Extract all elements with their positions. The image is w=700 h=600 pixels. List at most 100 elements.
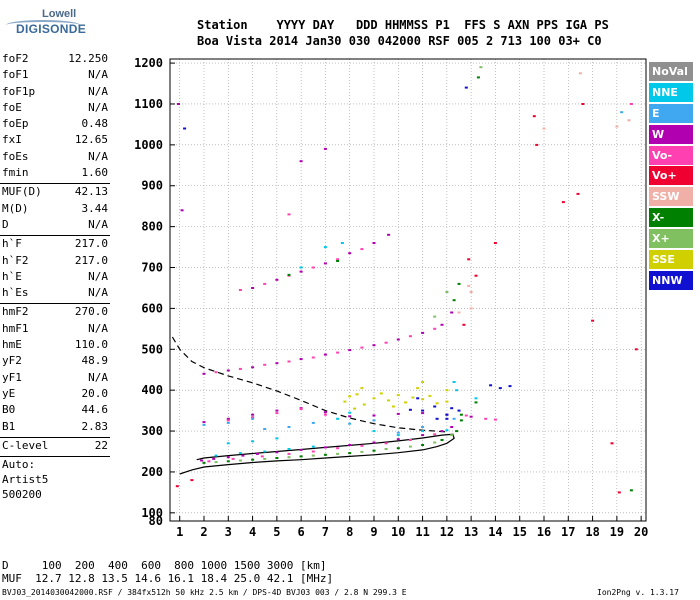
echo-point — [372, 441, 376, 444]
echo-point — [299, 448, 303, 451]
echo-point — [323, 411, 327, 414]
echo-point — [263, 363, 267, 366]
echo-point — [445, 291, 449, 293]
param-row: h`E N/A — [0, 270, 114, 286]
y-tick-label: 300 — [141, 424, 163, 438]
legend: NoVal NNE E W Vo- Vo+ SSW X- X+ SSE NNW — [649, 62, 693, 292]
param-label: hmE — [2, 338, 22, 352]
param-row: foF2 12.250 — [0, 52, 114, 68]
y-tick-label: 500 — [141, 342, 163, 356]
echo-point — [408, 408, 412, 411]
echo-point — [360, 248, 364, 251]
echo-point — [360, 387, 364, 390]
parameter-panel: foF2 12.250 foF1 N/A foF1p N/A foE N/A foEp 0.48 f… — [0, 52, 114, 503]
echo-point — [360, 444, 364, 447]
echo-point — [202, 372, 206, 375]
echo-point — [408, 335, 412, 338]
param-label: h`F2 — [2, 253, 29, 267]
y-tick-label: 900 — [141, 179, 163, 193]
autoscaling-info: Auto: — [2, 458, 36, 472]
echo-point — [627, 119, 631, 122]
echo-point — [457, 409, 461, 412]
param-value: N/A — [88, 321, 108, 335]
y-tick-label: 1000 — [134, 138, 163, 152]
param-label: MUF(D) — [2, 185, 42, 199]
x-tick-label: 4 — [249, 525, 256, 539]
echo-point — [299, 160, 303, 163]
param-row: h`F2 217.0 — [0, 254, 114, 270]
x-tick-label: 13 — [464, 525, 478, 539]
echo-point — [336, 351, 340, 354]
param-row: hmF2 270.0 — [0, 305, 114, 321]
echo-point — [226, 369, 230, 372]
param-divider — [0, 436, 110, 438]
echo-point — [275, 437, 279, 440]
echo-point — [391, 405, 395, 408]
param-value: 217.0 — [74, 237, 108, 251]
echo-point — [212, 457, 216, 460]
echo-point — [508, 385, 512, 388]
param-row: C-level 22 — [0, 439, 114, 455]
echo-point — [299, 408, 303, 410]
y-tick-label: 80 — [149, 514, 163, 528]
x-tick-label: 17 — [561, 525, 575, 539]
echo-point — [260, 455, 264, 458]
echo-point — [348, 411, 352, 414]
echo-point — [323, 246, 327, 249]
echo-point — [348, 415, 352, 418]
x-tick-label: 3 — [225, 525, 232, 539]
echo-point — [207, 460, 211, 463]
header-values: Boa Vista 2014 Jan30 030 042000 RSF 005 … — [197, 34, 602, 48]
echo-point — [459, 419, 463, 422]
echo-point — [379, 392, 383, 395]
muf-row: MUF 12.7 12.8 13.5 14.6 16.1 18.4 25.0 4… — [2, 572, 334, 585]
param-label: yE — [2, 386, 16, 400]
echo-point — [561, 201, 565, 204]
echo-point — [433, 433, 437, 436]
echo-point — [455, 430, 459, 433]
echo-point — [251, 440, 255, 443]
echo-point — [275, 412, 279, 415]
echo-point — [353, 407, 357, 410]
echo-point — [323, 453, 327, 456]
echo-point — [457, 311, 461, 314]
echo-point — [251, 417, 255, 420]
param-value: 3.44 — [81, 201, 109, 215]
y-tick-label: 400 — [141, 383, 163, 397]
echo-point — [459, 413, 463, 416]
echo-point — [469, 415, 473, 418]
echo-point — [238, 459, 242, 462]
echo-point — [408, 439, 412, 441]
echo-point — [299, 266, 303, 269]
param-row: foF1 N/A — [0, 68, 114, 84]
echo-point — [238, 367, 242, 370]
echo-point — [275, 409, 279, 412]
x-tick-label: 12 — [440, 525, 454, 539]
param-label: fmin — [2, 166, 29, 180]
echo-point — [311, 421, 315, 424]
echo-point — [263, 450, 267, 453]
echo-point — [450, 426, 454, 428]
y-tick-label: 800 — [141, 220, 163, 234]
param-value: 48.9 — [81, 354, 109, 368]
plot-frame — [169, 58, 647, 522]
echo-point — [355, 393, 359, 396]
echo-point — [287, 273, 291, 276]
echo-point — [450, 407, 454, 410]
echo-point — [396, 438, 400, 441]
echo-point — [275, 457, 279, 459]
echo-point — [421, 331, 425, 334]
echo-point — [348, 422, 352, 425]
x-tick-label: 14 — [488, 525, 502, 539]
legend-item: Vo- — [649, 145, 693, 165]
echo-point — [411, 396, 415, 399]
echo-point — [263, 282, 267, 285]
echo-point — [457, 282, 461, 285]
echo-point — [200, 459, 204, 462]
param-value: 42.13 — [74, 185, 108, 199]
param-label: foF2 — [2, 52, 29, 65]
echo-point — [238, 289, 242, 291]
echo-point — [620, 111, 624, 114]
echo-point — [190, 479, 194, 482]
param-value: N/A — [88, 217, 108, 231]
